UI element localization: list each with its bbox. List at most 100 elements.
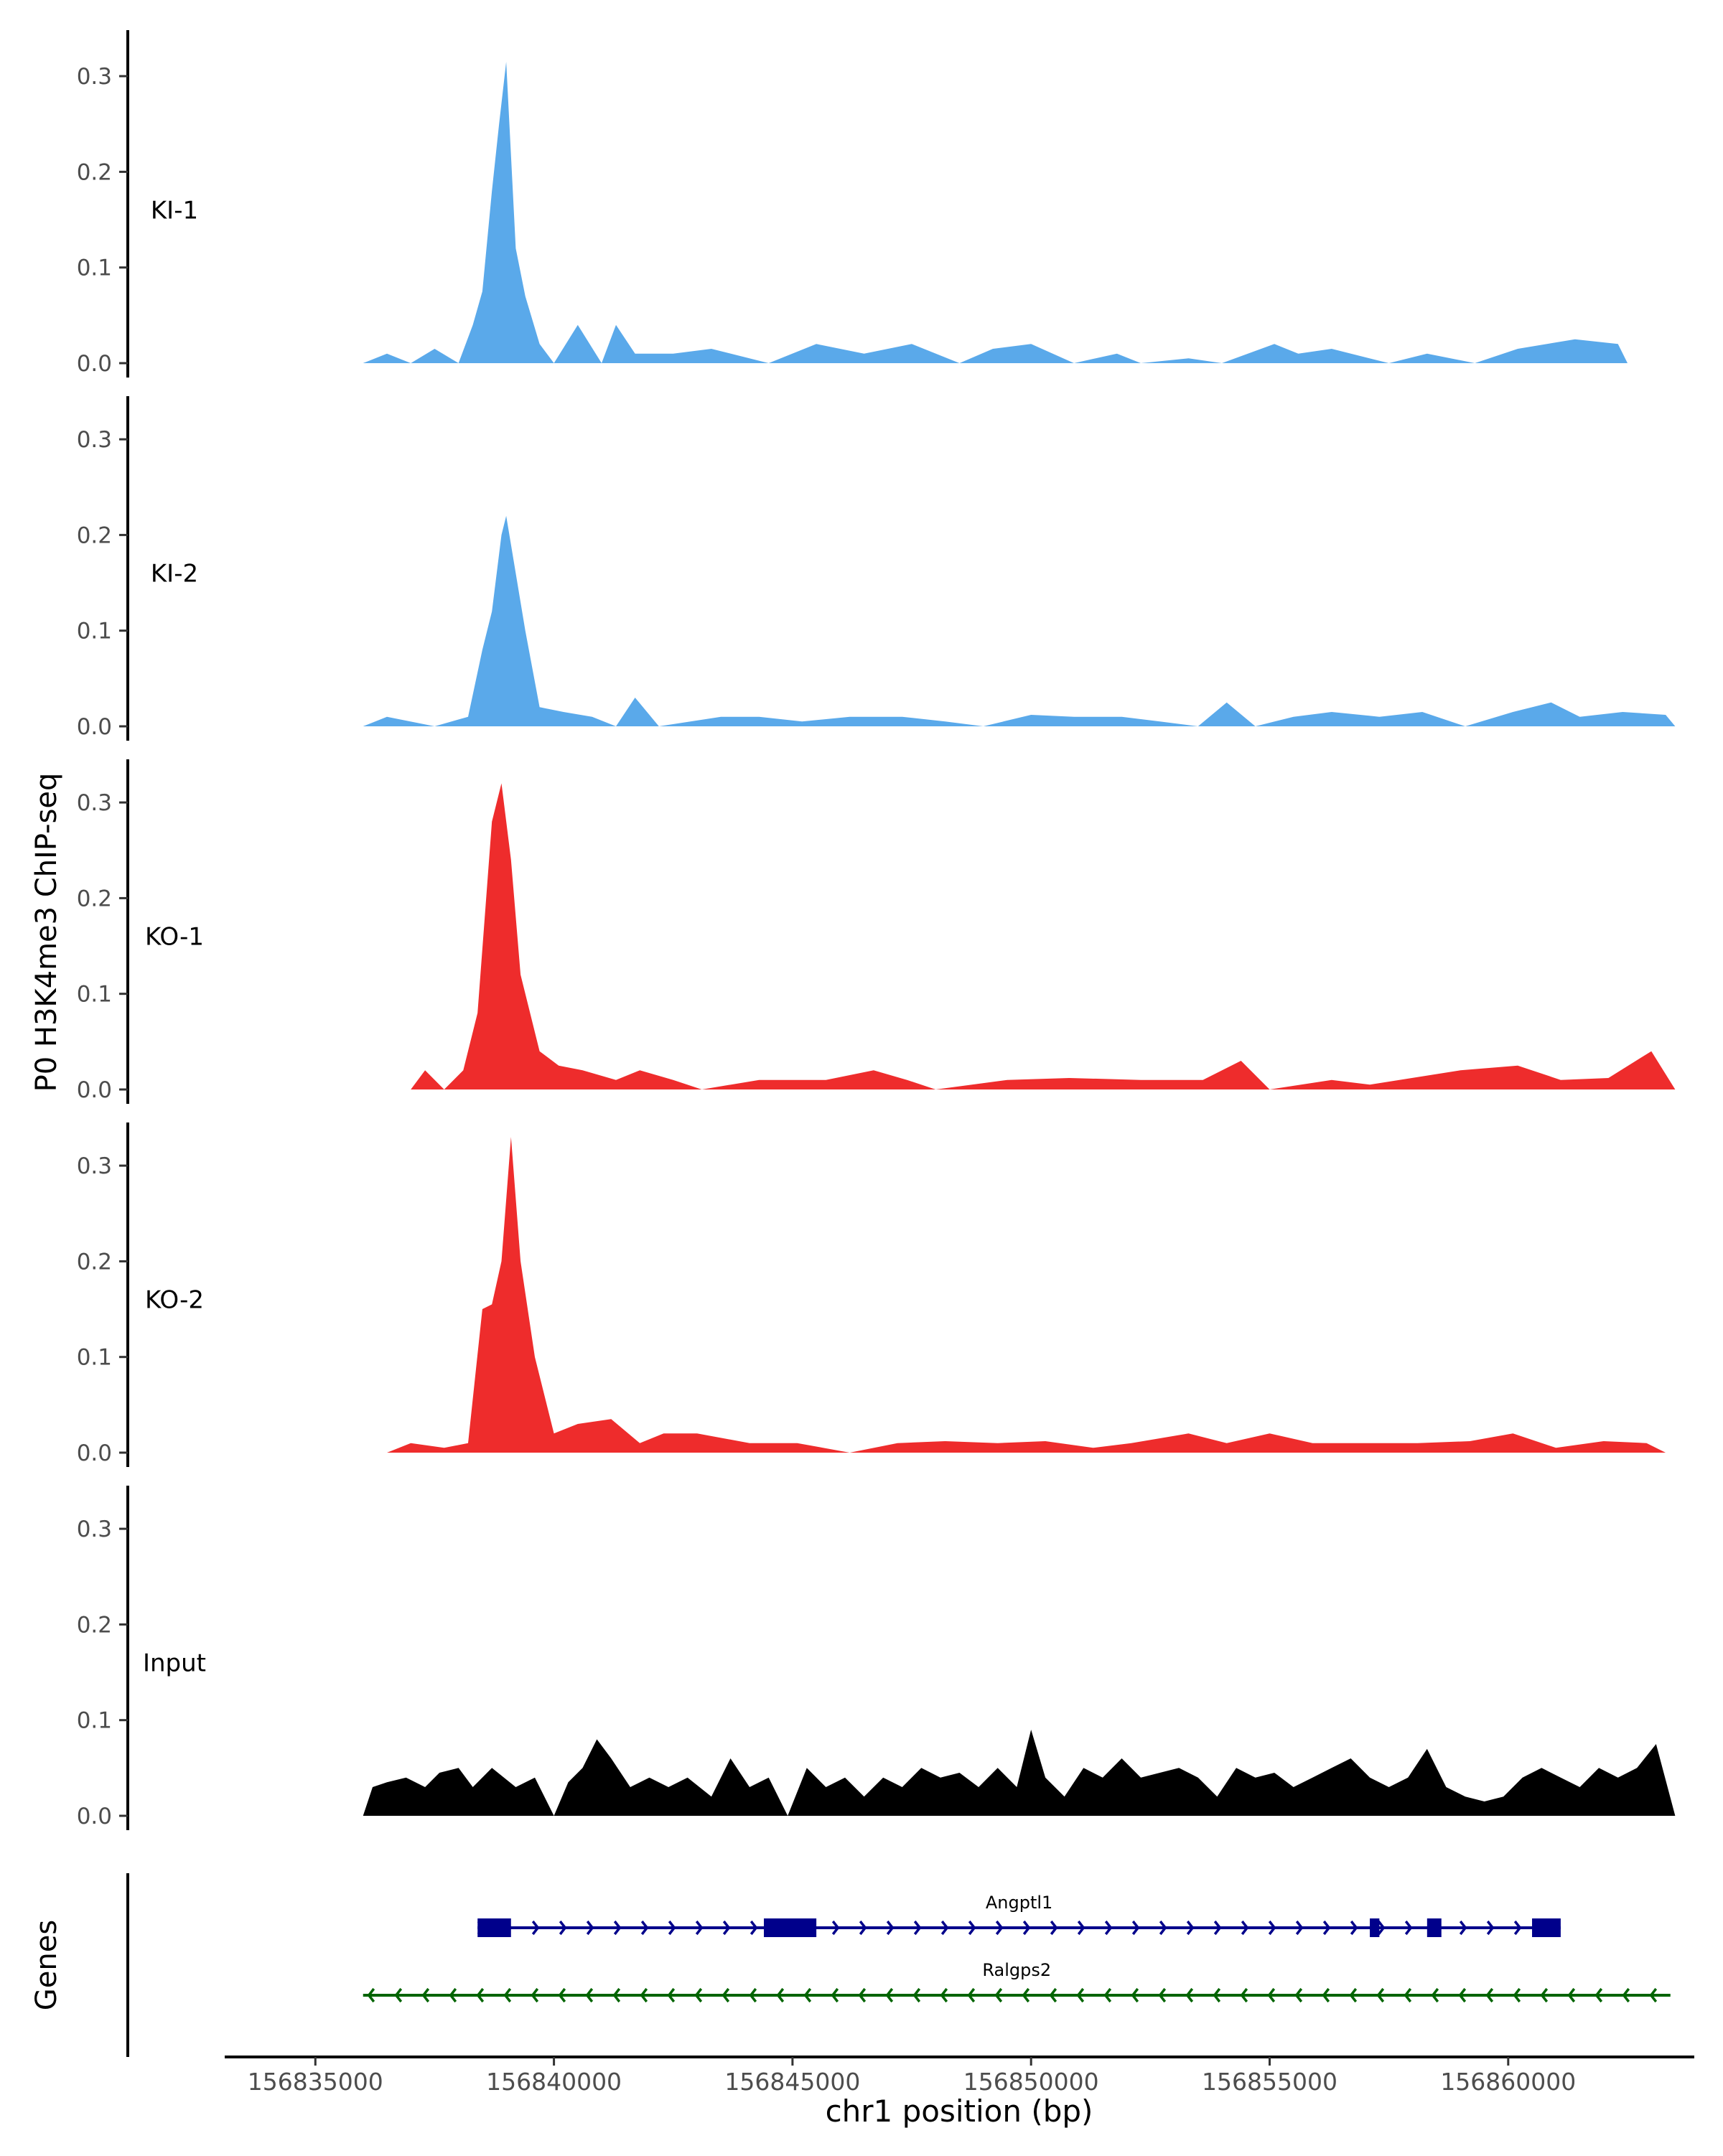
signal-area (411, 783, 1676, 1089)
strand-arrow (885, 1987, 894, 2003)
strand-arrow (1159, 1920, 1167, 1936)
strand-arrow (640, 1987, 648, 2003)
exon-block (764, 1918, 817, 1937)
strand-arrow (1486, 1920, 1495, 1936)
track-ko-1: 0.0 0.1 0.2 0.3 KO-1 (77, 759, 1676, 1104)
strand-arrow (640, 1920, 649, 1936)
tracks-layer: 0.00.10.20.3KI-10.00.10.20.3KI-20.00.10.… (77, 30, 1676, 1830)
strand-arrow (1404, 1987, 1412, 2003)
y-tick-label: 0.3 (77, 427, 112, 453)
y-tick-label: 0.0 (77, 1804, 112, 1829)
y-tick-label: 0.0 (77, 351, 112, 377)
strand-arrow (967, 1987, 976, 2003)
strand-arrow (913, 1920, 922, 1936)
strand-arrow (1131, 1987, 1139, 2003)
track-name-label: KO-2 (145, 1286, 204, 1315)
x-tick-label: 156835000 (248, 2068, 383, 2096)
strand-arrow (994, 1987, 1003, 2003)
strand-arrow (1376, 1987, 1385, 2003)
strand-arrow (586, 1920, 594, 1936)
strand-arrow (1485, 1987, 1494, 2003)
strand-arrow (694, 1987, 703, 2003)
x-tick-label: 156845000 (724, 2068, 860, 2096)
strand-arrow (531, 1920, 540, 1936)
strand-arrow (912, 1987, 921, 2003)
y-tick-label: 0.0 (77, 1440, 112, 1466)
strand-arrow (1022, 1920, 1031, 1936)
strand-arrow (1104, 1920, 1113, 1936)
strand-arrow (585, 1987, 594, 2003)
track-ki-1: 0.0 0.1 0.2 0.3 KI-1 (77, 30, 1628, 378)
y-tick-label: 0.3 (77, 1153, 112, 1179)
track-input: 0.0 0.1 0.2 0.3 Input (77, 1486, 1676, 1830)
strand-arrow (1594, 1987, 1603, 2003)
signal-area (386, 1137, 1666, 1453)
strand-arrow (1049, 1987, 1057, 2003)
y-tick-label: 0.3 (77, 1517, 112, 1542)
strand-arrow (394, 1987, 403, 2003)
strand-arrow (1349, 1987, 1358, 2003)
strand-arrow (503, 1987, 512, 2003)
strand-arrow (667, 1987, 676, 2003)
y-tick-label: 0.1 (77, 256, 112, 281)
strand-arrow (367, 1987, 375, 2003)
track-name-label: KI-2 (151, 560, 198, 589)
strand-arrow (1050, 1920, 1058, 1936)
signal-area (363, 62, 1628, 363)
y-tick-label: 0.1 (77, 619, 112, 645)
strand-arrow (1240, 1987, 1248, 2003)
gene-ralgps2: Ralgps2 (363, 1960, 1671, 2003)
strand-arrow (1458, 1987, 1467, 2003)
genes-layer: Angptl1 Ralgps2 (126, 1873, 1671, 2057)
strand-arrow (531, 1987, 539, 2003)
y-tick-label: 0.3 (77, 790, 112, 816)
strand-arrow (722, 1987, 730, 2003)
y-tick-label: 0.2 (77, 1612, 112, 1638)
track-ki-2: 0.0 0.1 0.2 0.3 KI-2 (77, 396, 1676, 741)
gene-name-label: Ralgps2 (982, 1960, 1051, 1980)
strand-arrow (1295, 1920, 1304, 1936)
track-name-label: Input (143, 1649, 206, 1678)
strand-arrow (968, 1920, 976, 1936)
strand-arrow (1131, 1920, 1140, 1936)
signal-area (363, 1730, 1676, 1816)
strand-arrow (803, 1987, 812, 2003)
track-ko-2: 0.0 0.1 0.2 0.3 KO-2 (77, 1122, 1666, 1467)
strand-arrow (1567, 1987, 1576, 2003)
track-name-label: KO-1 (145, 923, 204, 952)
strand-arrow (1350, 1920, 1358, 1936)
strand-arrow (1267, 1987, 1276, 2003)
track-name-label: KI-1 (151, 197, 198, 225)
strand-arrow (421, 1987, 430, 2003)
strand-arrow (1649, 1987, 1658, 2003)
y-tick-label: 0.2 (77, 886, 112, 911)
gene-angptl1: Angptl1 (477, 1893, 1561, 1937)
y-tick-label: 0.1 (77, 982, 112, 1008)
genes-panel-label: Genes (30, 1920, 63, 2010)
x-tick-label: 156840000 (486, 2068, 622, 2096)
strand-arrow (668, 1920, 676, 1936)
y-tick-label: 0.1 (77, 1708, 112, 1734)
strand-arrow (1158, 1987, 1167, 2003)
y-tick-label: 0.2 (77, 159, 112, 185)
x-tick-label: 156850000 (963, 2068, 1099, 2096)
strand-arrow (1186, 1920, 1195, 1936)
y-tick-label: 0.0 (77, 1077, 112, 1103)
strand-arrow (1377, 1920, 1386, 1936)
strand-arrow (1213, 1920, 1222, 1936)
strand-arrow (1076, 1987, 1085, 2003)
strand-arrow (559, 1920, 567, 1936)
strand-arrow (1540, 1987, 1549, 2003)
y-axis-label: P0 H3K4me3 ChIP-seq (30, 773, 63, 1092)
strand-arrow (1513, 1987, 1521, 2003)
strand-arrow (695, 1920, 704, 1936)
strand-arrow (995, 1920, 1004, 1936)
strand-arrow (612, 1987, 621, 2003)
y-tick-label: 0.2 (77, 1249, 112, 1275)
strand-arrow (749, 1987, 757, 2003)
x-axis-label: chr1 position (bp) (826, 2094, 1093, 2129)
exon-block (477, 1918, 511, 1937)
strand-arrow (558, 1987, 566, 2003)
x-tick-label: 156855000 (1202, 2068, 1337, 2096)
